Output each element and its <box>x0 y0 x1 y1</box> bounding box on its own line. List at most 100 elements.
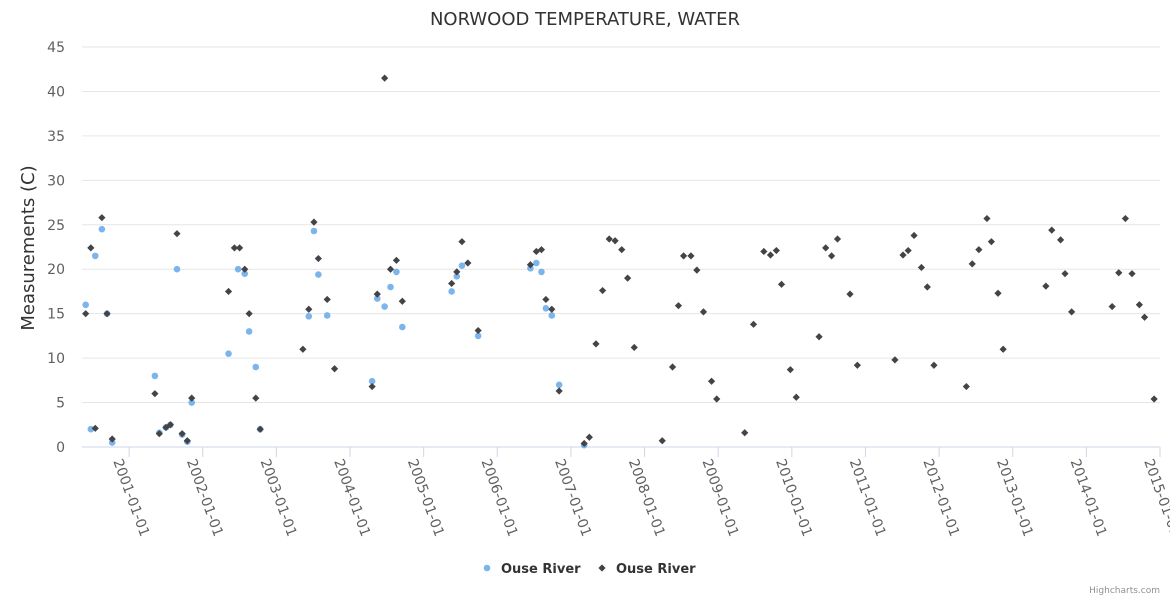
data-point-circle <box>453 273 461 280</box>
legend: Ouse River Ouse River <box>483 562 696 577</box>
gridlines <box>82 46 1160 404</box>
y-tick-label: 15 <box>47 307 65 323</box>
legend-marker-diamond <box>598 564 606 572</box>
data-point-diamond <box>555 387 563 395</box>
data-point-diamond <box>323 295 331 304</box>
data-point-diamond <box>464 259 472 267</box>
data-point-diamond <box>235 244 244 252</box>
data-point-diamond <box>155 430 163 438</box>
data-point-diamond <box>1115 269 1123 277</box>
x-axis-ticks: 2001-01-01 2002-01-01 2003-01-01 2004-01-01… <box>109 447 1170 539</box>
data-point-diamond <box>760 247 768 256</box>
data-point-circle <box>173 265 181 273</box>
data-point-diamond <box>548 305 556 313</box>
data-point-diamond <box>749 320 758 328</box>
data-point-circle <box>188 399 196 406</box>
data-point-diamond <box>923 283 931 291</box>
data-point-diamond <box>1121 214 1129 223</box>
data-point-diamond <box>373 290 381 298</box>
data-point-circle <box>82 301 89 309</box>
data-point-diamond <box>310 218 318 226</box>
data-point-diamond <box>166 421 174 429</box>
x-tick-label: 2001-01-01 <box>109 457 152 539</box>
x-tick-label: 2004-01-01 <box>330 457 373 539</box>
data-point-diamond <box>930 361 938 369</box>
data-point-diamond <box>91 424 99 432</box>
data-point-diamond <box>398 297 406 305</box>
data-point-diamond <box>178 430 186 438</box>
data-point-diamond <box>674 302 683 310</box>
x-tick-label: 2010-01-01 <box>772 457 815 539</box>
y-tick-label: 30 <box>47 173 65 189</box>
legend-marker-circle <box>483 564 491 572</box>
legend-item[interactable]: Ouse River <box>483 562 581 577</box>
data-series <box>82 74 1158 449</box>
data-point-diamond <box>891 356 899 364</box>
data-point-circle <box>151 372 159 380</box>
data-point-diamond <box>741 429 749 437</box>
data-point-diamond <box>368 382 376 391</box>
data-point-circle <box>555 381 563 389</box>
x-tick-label: 2006-01-01 <box>478 457 521 539</box>
data-point-diamond <box>458 238 466 246</box>
data-point-diamond <box>173 230 181 238</box>
data-point-diamond <box>245 310 253 318</box>
data-point-circle <box>373 295 381 302</box>
data-point-diamond <box>542 295 550 304</box>
data-point-diamond <box>585 433 593 441</box>
data-point-diamond <box>827 252 836 260</box>
data-point-circle <box>98 225 106 233</box>
data-point-circle <box>315 271 322 278</box>
data-point-circle <box>310 227 318 235</box>
data-point-diamond <box>230 244 239 252</box>
data-point-diamond <box>983 214 991 223</box>
data-point-diamond <box>707 377 716 385</box>
data-point-diamond <box>598 286 607 295</box>
data-point-diamond <box>453 268 461 276</box>
legend-item[interactable]: Ouse River <box>598 562 696 577</box>
data-point-diamond <box>448 279 456 288</box>
data-point-circle <box>548 312 556 319</box>
data-point-diamond <box>1128 270 1136 278</box>
data-point-diamond <box>792 393 800 401</box>
data-point-circle <box>542 305 550 312</box>
y-axis-label: Measurements (C) <box>18 165 39 330</box>
x-tick-label: 2005-01-01 <box>404 457 447 539</box>
data-point-diamond <box>392 256 401 264</box>
data-point-diamond <box>526 261 535 269</box>
data-point-diamond <box>822 244 830 252</box>
data-point-diamond <box>314 254 322 263</box>
data-point-diamond <box>381 74 389 82</box>
data-point-diamond <box>693 266 701 274</box>
legend-label: Ouse River <box>501 562 581 577</box>
data-point-diamond <box>658 437 666 445</box>
data-point-diamond <box>668 363 677 371</box>
data-point-diamond <box>1150 395 1158 403</box>
data-point-circle <box>399 323 406 331</box>
data-point-circle <box>241 270 249 277</box>
x-tick-label: 2007-01-01 <box>551 457 594 539</box>
x-tick-label: 2003-01-01 <box>257 457 300 539</box>
data-point-diamond <box>962 382 970 391</box>
data-point-diamond <box>766 251 775 259</box>
data-point-circle <box>252 363 260 371</box>
x-tick-label: 2009-01-01 <box>698 457 741 539</box>
x-tick-label: 2014-01-01 <box>1067 457 1110 539</box>
data-point-diamond <box>386 265 395 273</box>
data-point-circle <box>225 350 232 357</box>
data-point-diamond <box>82 310 90 318</box>
data-point-diamond <box>256 425 264 433</box>
data-point-diamond <box>611 237 619 245</box>
x-tick-label: 2011-01-01 <box>846 457 889 539</box>
x-tick-label: 2012-01-01 <box>919 457 962 539</box>
credit-link[interactable]: Highcharts.com <box>1089 586 1160 596</box>
data-point-diamond <box>904 246 912 255</box>
data-point-diamond <box>1061 270 1069 278</box>
data-point-diamond <box>777 280 786 288</box>
x-tick-label: 2013-01-01 <box>993 457 1036 539</box>
data-point-circle <box>393 268 400 276</box>
data-point-diamond <box>1108 302 1116 311</box>
data-point-circle <box>234 265 242 273</box>
legend-label: Ouse River <box>616 562 696 577</box>
data-point-diamond <box>917 263 926 272</box>
